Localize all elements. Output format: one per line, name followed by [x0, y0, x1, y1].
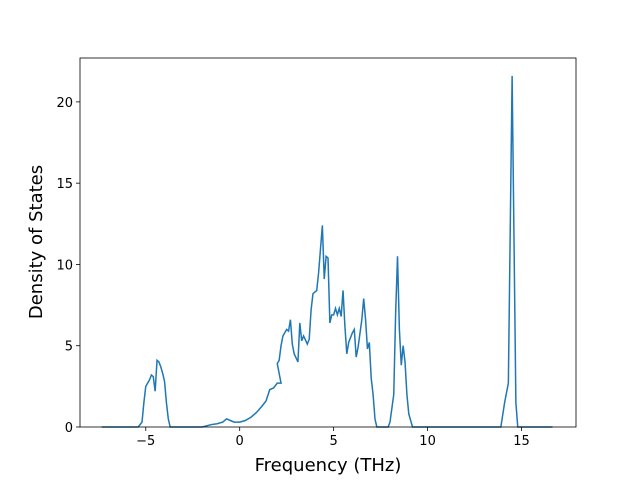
x-axis-label: Frequency (THz)	[255, 455, 402, 476]
x-tick-label: 10	[419, 434, 436, 449]
x-tick-label: −5	[136, 434, 155, 449]
x-tick-label: 5	[329, 434, 337, 449]
y-tick-label: 15	[56, 177, 73, 192]
x-tick-label: 0	[236, 434, 244, 449]
y-tick-label: 5	[65, 340, 73, 355]
y-tick-label: 20	[56, 96, 73, 111]
plot-frame	[79, 57, 577, 428]
y-tick-label: 10	[56, 258, 73, 273]
y-tick-label: 0	[65, 421, 73, 436]
x-tick-label: 15	[513, 434, 530, 449]
y-axis-label: Density of States	[26, 165, 47, 319]
line	[101, 75, 553, 428]
